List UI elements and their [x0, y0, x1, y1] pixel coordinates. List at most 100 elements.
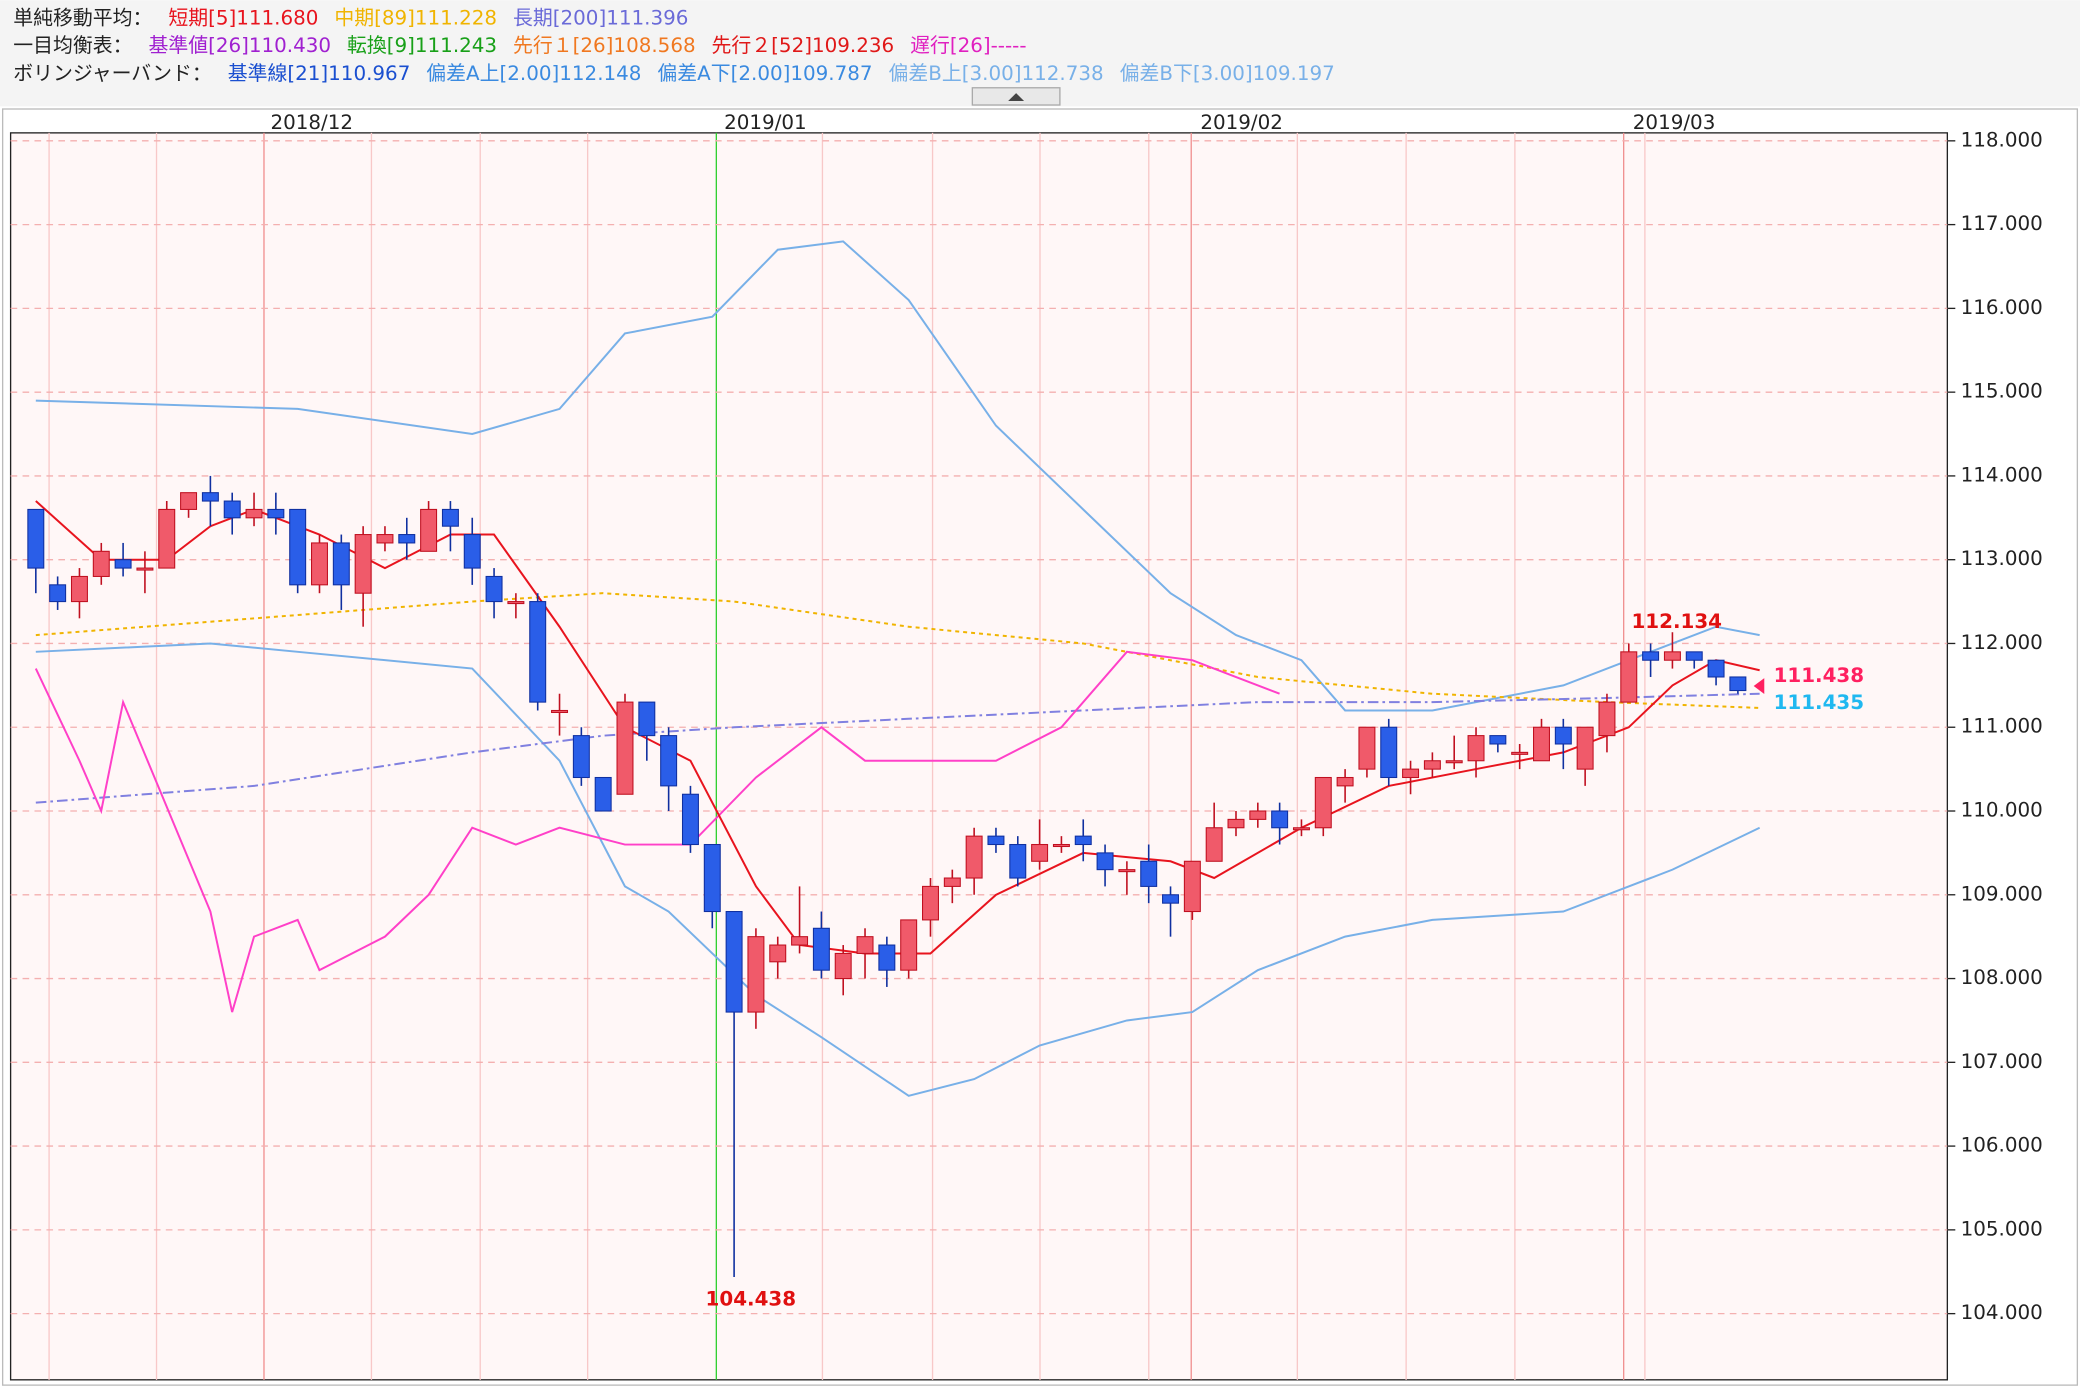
candle-body [398, 534, 416, 544]
candle-body [1140, 860, 1158, 887]
candle-body [594, 776, 612, 812]
candle-body [1162, 894, 1180, 904]
candle-body [1620, 651, 1638, 703]
candle-body [681, 793, 699, 846]
candle-body [1445, 760, 1463, 764]
candle-body [812, 927, 830, 971]
candle-body [551, 709, 569, 714]
price-marker [1753, 678, 1765, 694]
candle-body [332, 542, 350, 586]
candle-body [1292, 827, 1310, 831]
candle-body [1336, 776, 1354, 787]
indicator-line [35, 240, 1760, 712]
candle-body [1598, 701, 1616, 737]
legend-entry: 基準値[26]110.430 [148, 34, 331, 57]
candle-body [878, 944, 896, 971]
candle-body [987, 835, 1005, 846]
legend-entry: 基準線[21]110.967 [228, 62, 411, 85]
candle-body [441, 508, 459, 527]
candle-body [1096, 852, 1114, 871]
month-lines [48, 132, 1646, 1380]
candle-body [354, 534, 372, 594]
y-tick-label: 104.000 [1961, 1301, 2043, 1324]
candle-body [791, 936, 809, 946]
candle-body [1663, 651, 1681, 661]
candle-body [529, 601, 547, 703]
candle-body [1227, 818, 1245, 829]
candle-body [70, 575, 88, 603]
candle-body [114, 559, 132, 569]
indicator-line [34, 650, 1280, 1013]
candle-body [1380, 726, 1398, 779]
candle-body [965, 835, 983, 879]
candle-body [1009, 843, 1027, 879]
candle-body [485, 575, 503, 603]
candle-body [1205, 827, 1223, 862]
y-tick-label: 118.000 [1961, 128, 2043, 151]
y-tick-label: 115.000 [1961, 380, 2043, 403]
candle-body [572, 735, 590, 779]
y-tick-label: 114.000 [1961, 463, 2043, 486]
y-tick-label: 107.000 [1961, 1050, 2043, 1073]
candle-body [507, 601, 525, 605]
candle-body [1358, 726, 1376, 770]
candle-body [1729, 676, 1747, 692]
legend-entry: 長期[200]111.396 [513, 6, 688, 29]
legend-entry: 先行１[26]108.568 [513, 34, 696, 57]
candle-body [1533, 726, 1550, 762]
candle-body [245, 508, 263, 519]
y-tick-label: 111.000 [1961, 715, 2043, 738]
candle-body [1489, 735, 1507, 745]
indicator-line [35, 642, 1761, 1097]
candle-body [1685, 651, 1703, 661]
y-tick-label: 116.000 [1961, 296, 2043, 319]
candle-body [1183, 860, 1201, 913]
legend-entry: 短期[5]111.680 [168, 6, 318, 29]
candle-body [311, 542, 328, 586]
legend-entry: 偏差A上[2.00]112.148 [426, 62, 641, 85]
y-tick-label: 106.000 [1961, 1134, 2043, 1157]
candle-body [223, 500, 241, 519]
legend-entry: 偏差B下[3.00]109.197 [1120, 62, 1335, 85]
legend-entry: 偏差B上[3.00]112.738 [888, 62, 1103, 85]
y-tick-label: 105.000 [1961, 1217, 2043, 1240]
candle-body [703, 843, 721, 913]
candle-body [1554, 726, 1572, 745]
candle-body [1314, 776, 1332, 829]
candle-body [769, 944, 787, 963]
price-annotation: 111.435 [1774, 691, 1865, 714]
y-tick-label: 113.000 [1961, 547, 2043, 570]
candle-body [420, 508, 438, 552]
candle-body [856, 936, 874, 954]
y-tick-label: 117.000 [1961, 212, 2043, 235]
x-date-label: 2018/12 [270, 111, 353, 134]
candle-body [1031, 843, 1049, 862]
x-date-label: 2019/03 [1633, 111, 1716, 134]
legend-entry: 転換[9]111.243 [347, 34, 497, 57]
candle-body [1467, 735, 1485, 762]
candle-body [1074, 835, 1092, 846]
indicator-line [35, 592, 1760, 709]
legend-entry: 中期[89]111.228 [334, 6, 497, 29]
candle-body [922, 885, 939, 921]
price-annotation: 111.438 [1774, 664, 1865, 687]
legend-entry: 偏差A下[2.00]109.787 [657, 62, 872, 85]
candle-body [289, 508, 307, 586]
candle-body [834, 952, 852, 980]
candle-body [267, 508, 285, 519]
candle-body [1052, 843, 1070, 848]
candle-body [158, 508, 176, 569]
collapse-icon [1008, 93, 1025, 102]
candle-body [1707, 659, 1725, 678]
candle-body [1423, 760, 1441, 770]
legend-entry: 先行２[52]109.236 [712, 34, 895, 57]
candle-body [638, 701, 656, 737]
y-tick-label: 112.000 [1961, 631, 2043, 654]
candle-body [463, 534, 481, 569]
price-annotation: 104.438 [706, 1288, 797, 1311]
candle-body [27, 508, 45, 569]
candle-body [49, 584, 67, 603]
candle-body [1511, 751, 1529, 755]
